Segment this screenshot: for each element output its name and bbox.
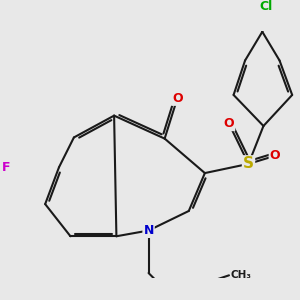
Text: O: O [270,149,280,162]
Text: Cl: Cl [259,0,272,13]
Text: CH₃: CH₃ [231,270,252,280]
Text: F: F [2,161,11,174]
Text: S: S [243,156,254,171]
Text: O: O [224,117,234,130]
Text: O: O [172,92,183,105]
Text: N: N [143,224,154,237]
